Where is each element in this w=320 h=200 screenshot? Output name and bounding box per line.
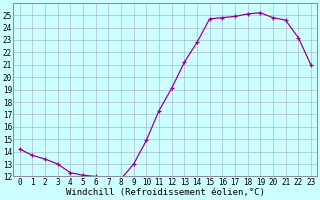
X-axis label: Windchill (Refroidissement éolien,°C): Windchill (Refroidissement éolien,°C) — [66, 188, 265, 197]
